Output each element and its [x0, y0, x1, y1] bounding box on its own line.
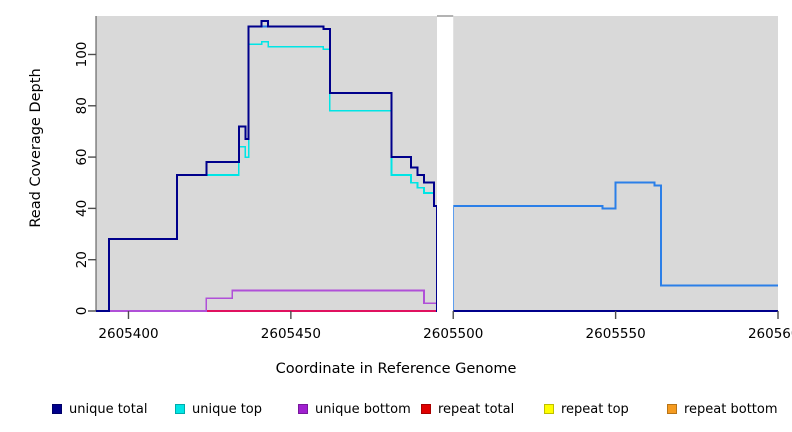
- legend-label: unique top: [192, 401, 263, 417]
- legend-item-repeat-top[interactable]: repeat top: [544, 402, 629, 417]
- legend-label: repeat total: [438, 401, 515, 417]
- legend-swatch-icon: [298, 404, 308, 414]
- y-tick-label: 20: [74, 251, 90, 268]
- legend-swatch-icon: [421, 404, 431, 414]
- legend-swatch-icon: [544, 404, 554, 414]
- x-tick-label: 2605400: [98, 326, 158, 342]
- legend-label: repeat top: [561, 401, 629, 417]
- legend-item-repeat-total[interactable]: repeat total: [421, 402, 514, 417]
- chart-legend: unique total unique top unique bottom repea…: [0, 398, 792, 420]
- x-tick-label: 2605550: [586, 326, 646, 342]
- x-tick-label: 2605500: [423, 326, 483, 342]
- y-tick-label: 0: [74, 307, 90, 316]
- series-line-unique-top: [96, 40, 778, 312]
- x-tick-label: 2605450: [261, 326, 321, 342]
- legend-swatch-icon: [52, 404, 62, 414]
- y-axis-label: Read Coverage Depth: [28, 68, 44, 228]
- tick-labels-group: 2605400 2605450 2605500 2605550 2605600 0 20 40…: [74, 42, 792, 342]
- tick-marks-group: [88, 53, 779, 319]
- legend-swatch-icon: [175, 404, 185, 414]
- no-data-gap-rect: [437, 16, 454, 312]
- legend-item-unique-bottom[interactable]: unique bottom: [298, 402, 411, 417]
- legend-label: unique bottom: [315, 401, 411, 417]
- legend-item-unique-top[interactable]: unique top: [175, 402, 262, 417]
- legend-item-unique-total[interactable]: unique total: [52, 402, 147, 417]
- series-line-unique-total: [96, 20, 778, 312]
- missing-data-gap: [437, 15, 454, 312]
- x-tick-label: 2605600: [748, 326, 792, 342]
- legend-swatch-icon: [667, 404, 677, 414]
- y-tick-label: 100: [74, 42, 90, 68]
- y-tick-label: 40: [74, 200, 90, 217]
- x-axis-label: Coordinate in Reference Genome: [275, 361, 517, 377]
- legend-label: repeat bottom: [684, 401, 778, 417]
- y-tick-label: 60: [74, 148, 90, 165]
- legend-label: unique total: [69, 401, 148, 417]
- y-tick-label: 80: [74, 97, 90, 114]
- legend-item-repeat-bottom[interactable]: repeat bottom: [667, 402, 778, 417]
